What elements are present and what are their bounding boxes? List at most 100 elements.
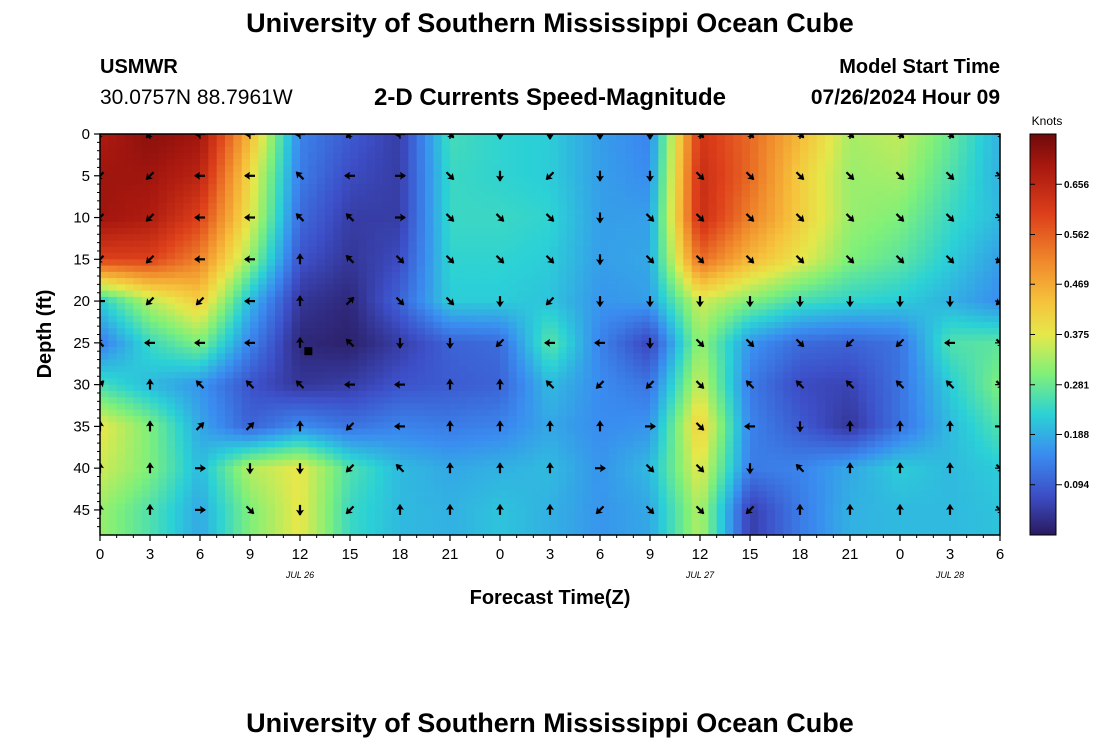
heatmap-cell: [700, 403, 709, 411]
heatmap-cell: [533, 321, 543, 329]
heatmap-cell: [550, 209, 559, 217]
heatmap-cell: [208, 321, 218, 329]
heatmap-cell: [575, 390, 584, 398]
heatmap-cell: [941, 365, 951, 373]
heatmap-cell: [266, 259, 276, 267]
heatmap-cell: [941, 353, 951, 361]
heatmap-cell: [866, 309, 876, 317]
heatmap-cell: [383, 372, 393, 379]
heatmap-cell: [266, 347, 276, 354]
heatmap-cell: [600, 340, 609, 348]
heatmap-cell: [816, 159, 826, 166]
heatmap-cell: [300, 215, 309, 223]
heatmap-cell: [333, 290, 343, 298]
heatmap-cell: [441, 234, 451, 242]
heatmap-cell: [208, 422, 218, 430]
heatmap-cell: [900, 234, 909, 242]
heatmap-cell: [633, 303, 643, 311]
heatmap-cell: [500, 134, 509, 141]
heatmap-cell: [675, 372, 684, 379]
heatmap-cell: [175, 253, 184, 260]
heatmap-cell: [366, 284, 376, 292]
heatmap-cell: [141, 215, 151, 223]
heatmap-cell: [258, 165, 268, 173]
heatmap-cell: [208, 390, 218, 398]
heatmap-cell: [208, 184, 218, 191]
heatmap-cell: [183, 334, 193, 342]
heatmap-cell: [541, 309, 551, 317]
heatmap-cell: [141, 384, 151, 392]
heatmap-cell: [666, 340, 676, 348]
heatmap-cell: [300, 315, 309, 323]
heatmap-cell: [166, 202, 176, 210]
heatmap-cell: [866, 227, 876, 235]
heatmap-cell: [316, 415, 326, 423]
heatmap-cell: [766, 334, 776, 342]
heatmap-cell: [616, 415, 626, 423]
heatmap-cell: [183, 177, 193, 185]
heatmap-cell: [875, 171, 884, 179]
heatmap-cell: [983, 177, 993, 185]
heatmap-cell: [716, 340, 726, 348]
heatmap-cell: [466, 384, 476, 392]
heatmap-cell: [875, 372, 884, 379]
heatmap-cell: [433, 315, 443, 323]
heatmap-cell: [883, 152, 893, 160]
heatmap-cell: [916, 146, 926, 154]
heatmap-cell: [883, 253, 893, 260]
heatmap-cell: [950, 278, 959, 285]
heatmap-cell: [733, 177, 743, 185]
heatmap-cell: [850, 372, 859, 379]
heatmap-cell: [891, 384, 901, 392]
heatmap-cell: [708, 265, 718, 273]
heatmap-cell: [666, 328, 676, 336]
heatmap-cell: [558, 209, 568, 217]
heatmap-cell: [300, 240, 309, 248]
heatmap-cell: [641, 177, 651, 185]
heatmap-cell: [441, 259, 451, 267]
heatmap-cell: [300, 415, 309, 423]
heatmap-cell: [325, 296, 334, 304]
heatmap-cell: [583, 397, 593, 405]
heatmap-cell: [266, 152, 276, 160]
heatmap-cell: [675, 409, 684, 417]
heatmap-cell: [791, 321, 801, 329]
heatmap-cell: [916, 347, 926, 354]
heatmap-cell: [133, 315, 143, 323]
heatmap-cell: [966, 259, 976, 267]
heatmap-cell: [550, 359, 559, 367]
heatmap-cell: [808, 196, 818, 204]
heatmap-cell: [491, 347, 501, 354]
heatmap-cell: [900, 253, 909, 260]
heatmap-cell: [208, 253, 218, 260]
heatmap-cell: [683, 215, 693, 223]
heatmap-cell: [691, 390, 701, 398]
heatmap-cell: [366, 259, 376, 267]
heatmap-cell: [341, 184, 351, 191]
heatmap-cell: [775, 215, 784, 223]
heatmap-cell: [591, 303, 601, 311]
heatmap-cell: [733, 246, 743, 254]
heatmap-cell: [750, 221, 759, 229]
heatmap-cell: [675, 334, 684, 342]
heatmap-cell: [266, 415, 276, 423]
heatmap-cell: [800, 321, 809, 329]
heatmap-cell: [750, 265, 759, 273]
heatmap-cell: [858, 378, 868, 386]
heatmap-cell: [341, 221, 351, 229]
heatmap-cell: [583, 378, 593, 386]
heatmap-cell: [708, 415, 718, 423]
heatmap-cell: [708, 184, 718, 191]
heatmap-cell: [991, 265, 1000, 273]
heatmap-cell: [150, 253, 159, 260]
heatmap-cell: [108, 165, 118, 173]
heatmap-cell: [958, 259, 968, 267]
heatmap-cell: [900, 271, 909, 279]
heatmap-cell: [983, 146, 993, 154]
heatmap-cell: [616, 271, 626, 279]
heatmap-cell: [250, 334, 259, 342]
heatmap-cell: [333, 378, 343, 386]
heatmap-cell: [183, 365, 193, 373]
heatmap-cell: [741, 403, 751, 411]
heatmap-cell: [166, 378, 176, 386]
